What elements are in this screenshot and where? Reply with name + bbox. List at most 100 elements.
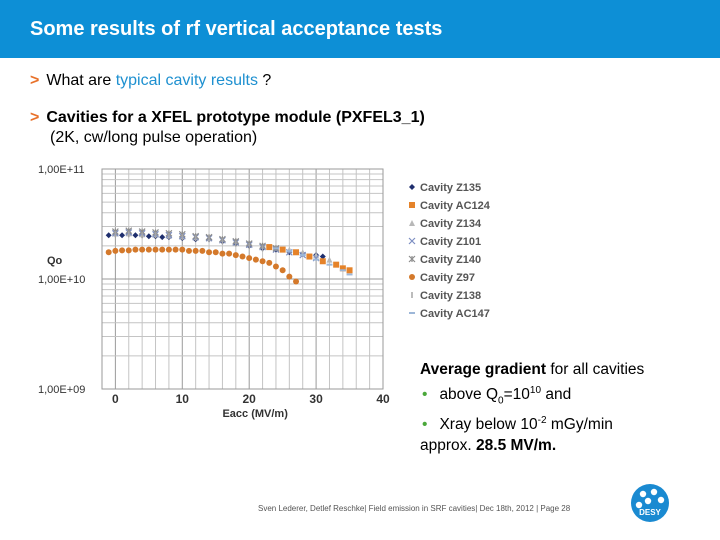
data-point — [272, 263, 279, 270]
data-point — [165, 246, 172, 253]
series-cavity-ac124 — [266, 244, 353, 274]
item1-sub: 0 — [498, 394, 504, 406]
data-point — [226, 250, 233, 257]
green-bullet-icon: • — [422, 416, 428, 434]
data-point — [159, 246, 166, 253]
item1-post: and — [541, 385, 572, 403]
data-point — [112, 247, 119, 254]
legend-marker — [409, 274, 415, 280]
data-point — [333, 261, 340, 268]
chart-axes: 1,00E+09 1,00E+10 1,00E+11 0 10 20 30 40 Eacc (M… — [38, 164, 390, 420]
data-point — [206, 249, 213, 256]
legend-label: Cavity AC147 — [420, 308, 490, 320]
data-point — [279, 267, 286, 274]
slide-title: Some results of rf vertical acceptance t… — [30, 18, 443, 40]
series-cavity-z97 — [105, 246, 300, 285]
data-point — [239, 253, 246, 260]
data-point — [119, 232, 126, 239]
data-point — [132, 232, 139, 239]
data-point — [172, 246, 179, 253]
legend-marker — [409, 220, 415, 226]
y-tick-label: 1,00E+10 — [38, 274, 85, 286]
bullet2-line2: (2K, cw/long pulse operation) — [50, 129, 258, 146]
bullet-cavities: > Cavities for a XFEL prototype module (P… — [30, 109, 425, 147]
series-cavity-z138 — [114, 231, 264, 252]
x-tick-label: 10 — [176, 392, 190, 406]
item1-sup: 10 — [529, 384, 542, 396]
data-point — [246, 255, 253, 262]
series-cavity-z101 — [111, 229, 320, 262]
legend-label: Cavity AC124 — [420, 200, 491, 212]
title-bar: Some results of rf vertical acceptance t… — [0, 0, 720, 58]
data-point — [152, 246, 159, 253]
y-axis-label: Qo — [47, 255, 63, 267]
data-point — [105, 232, 112, 239]
green-bullet-icon: • — [422, 385, 428, 403]
logo-text: DESY — [639, 508, 661, 517]
data-point — [266, 259, 273, 266]
item2-pre: Xray below 10 — [439, 416, 538, 434]
data-point — [212, 249, 219, 256]
item2-sup: -2 — [537, 415, 547, 427]
data-point — [339, 265, 346, 272]
item1-mid: =10 — [503, 385, 530, 403]
data-point — [306, 253, 313, 260]
legend-label: Cavity Z101 — [420, 236, 481, 248]
series-cavity-ac147 — [272, 247, 353, 276]
desy-logo: DESY — [631, 484, 669, 522]
x-axis-label: Eacc (MV/m) — [222, 408, 288, 420]
bullet2-line1: Cavities for a XFEL prototype module (PX… — [46, 109, 425, 126]
footer: Sven Lederer, Detlef Reschke| Field emis… — [258, 504, 571, 513]
bullet1-text: What are — [46, 72, 116, 89]
bullet1-tail: ? — [257, 72, 272, 89]
chart-points — [105, 227, 353, 285]
q0-vs-eacc-chart: 1,00E+09 1,00E+10 1,00E+11 0 10 20 30 40 Eacc (M… — [38, 164, 491, 420]
bullet-typical-results: > What are typical cavity results ? — [30, 72, 271, 90]
summary-box: Average gradient for all cavities • above… — [420, 360, 644, 456]
data-point — [185, 247, 192, 254]
data-point — [286, 273, 293, 280]
bullet-arrow-icon: > — [30, 72, 40, 89]
data-point — [232, 252, 239, 259]
data-point — [319, 253, 326, 260]
legend-label: Cavity Z140 — [420, 254, 481, 266]
result-value: 28.5 MV/m. — [476, 436, 557, 454]
x-tick-label: 40 — [376, 392, 390, 406]
chart-legend: Cavity Z135 Cavity AC124 Cavity Z134 Cavity… — [408, 182, 491, 320]
legend-marker — [408, 255, 416, 263]
data-point — [119, 247, 126, 254]
data-point — [326, 256, 333, 263]
data-point — [219, 250, 226, 257]
chart-grid — [102, 168, 384, 390]
summary-heading: Average gradient — [420, 361, 547, 378]
data-point — [293, 249, 300, 256]
summary-heading-tail: for all cavities — [546, 361, 645, 378]
x-tick-label: 20 — [243, 392, 257, 406]
legend-marker — [408, 237, 416, 245]
data-point — [145, 233, 152, 240]
item1-pre: above Q — [439, 385, 499, 403]
data-point — [259, 258, 266, 265]
data-point — [346, 267, 353, 274]
data-point — [132, 246, 139, 253]
data-point — [252, 256, 259, 263]
data-point — [319, 258, 326, 265]
y-tick-label: 1,00E+11 — [38, 164, 85, 176]
data-point — [139, 246, 146, 253]
plot-frame — [101, 168, 384, 390]
y-tick-label: 1,00E+09 — [38, 384, 85, 396]
x-tick-label: 30 — [309, 392, 323, 406]
data-point — [279, 246, 286, 253]
item2-post: mGy/min — [546, 416, 613, 434]
legend-label: Cavity Z134 — [420, 218, 482, 230]
data-point — [125, 247, 132, 254]
legend-label: Cavity Z138 — [420, 290, 481, 302]
result-pre: approx. — [420, 436, 477, 454]
x-tick-label: 0 — [112, 392, 119, 406]
data-point — [199, 247, 206, 254]
bullet-arrow-icon: > — [30, 109, 40, 126]
data-point — [159, 234, 166, 241]
legend-label: Cavity Z135 — [420, 182, 481, 194]
bullet1-accent: typical cavity results — [115, 72, 258, 89]
data-point — [145, 246, 152, 253]
